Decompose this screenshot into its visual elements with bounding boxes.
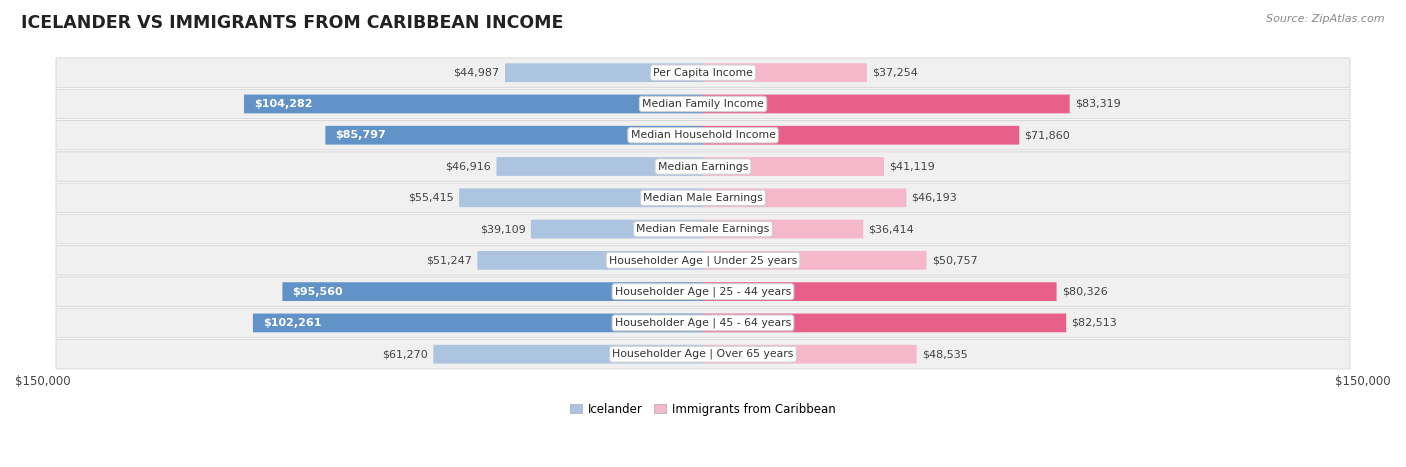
FancyBboxPatch shape — [56, 246, 1350, 275]
Legend: Icelander, Immigrants from Caribbean: Icelander, Immigrants from Caribbean — [565, 398, 841, 420]
Text: Source: ZipAtlas.com: Source: ZipAtlas.com — [1267, 14, 1385, 24]
FancyBboxPatch shape — [253, 313, 703, 333]
FancyBboxPatch shape — [56, 120, 1350, 150]
Text: $39,109: $39,109 — [479, 224, 526, 234]
Text: $55,415: $55,415 — [408, 193, 454, 203]
FancyBboxPatch shape — [433, 345, 703, 364]
FancyBboxPatch shape — [245, 94, 703, 113]
FancyBboxPatch shape — [283, 282, 703, 301]
FancyBboxPatch shape — [56, 89, 1350, 119]
Text: $46,193: $46,193 — [911, 193, 957, 203]
Text: $104,282: $104,282 — [254, 99, 312, 109]
FancyBboxPatch shape — [703, 313, 1066, 333]
Text: $37,254: $37,254 — [872, 68, 918, 78]
FancyBboxPatch shape — [703, 345, 917, 364]
Text: $80,326: $80,326 — [1062, 287, 1108, 297]
FancyBboxPatch shape — [703, 126, 1019, 145]
Text: Median Male Earnings: Median Male Earnings — [643, 193, 763, 203]
Text: Median Female Earnings: Median Female Earnings — [637, 224, 769, 234]
FancyBboxPatch shape — [703, 282, 1056, 301]
FancyBboxPatch shape — [531, 219, 703, 239]
FancyBboxPatch shape — [460, 188, 703, 207]
FancyBboxPatch shape — [703, 157, 884, 176]
FancyBboxPatch shape — [703, 251, 927, 270]
FancyBboxPatch shape — [703, 188, 907, 207]
FancyBboxPatch shape — [703, 64, 868, 82]
Text: $48,535: $48,535 — [922, 349, 967, 359]
Text: $61,270: $61,270 — [382, 349, 427, 359]
FancyBboxPatch shape — [56, 214, 1350, 244]
Text: $50,757: $50,757 — [932, 255, 977, 265]
Text: Householder Age | 45 - 64 years: Householder Age | 45 - 64 years — [614, 318, 792, 328]
Text: $71,860: $71,860 — [1025, 130, 1070, 140]
Text: $82,513: $82,513 — [1071, 318, 1118, 328]
Text: $41,119: $41,119 — [889, 162, 935, 171]
Text: Householder Age | Under 25 years: Householder Age | Under 25 years — [609, 255, 797, 266]
FancyBboxPatch shape — [56, 152, 1350, 181]
Text: Householder Age | Over 65 years: Householder Age | Over 65 years — [612, 349, 794, 360]
Text: $44,987: $44,987 — [454, 68, 499, 78]
FancyBboxPatch shape — [325, 126, 703, 145]
FancyBboxPatch shape — [56, 183, 1350, 212]
FancyBboxPatch shape — [56, 277, 1350, 306]
FancyBboxPatch shape — [56, 308, 1350, 338]
Text: $46,916: $46,916 — [446, 162, 491, 171]
FancyBboxPatch shape — [56, 340, 1350, 369]
Text: $36,414: $36,414 — [869, 224, 914, 234]
FancyBboxPatch shape — [703, 219, 863, 239]
Text: ICELANDER VS IMMIGRANTS FROM CARIBBEAN INCOME: ICELANDER VS IMMIGRANTS FROM CARIBBEAN I… — [21, 14, 564, 32]
FancyBboxPatch shape — [703, 94, 1070, 113]
Text: Median Household Income: Median Household Income — [630, 130, 776, 140]
FancyBboxPatch shape — [496, 157, 703, 176]
Text: $85,797: $85,797 — [335, 130, 387, 140]
Text: $95,560: $95,560 — [292, 287, 343, 297]
Text: $102,261: $102,261 — [263, 318, 322, 328]
Text: Per Capita Income: Per Capita Income — [652, 68, 754, 78]
FancyBboxPatch shape — [505, 64, 703, 82]
Text: Householder Age | 25 - 44 years: Householder Age | 25 - 44 years — [614, 286, 792, 297]
Text: $83,319: $83,319 — [1076, 99, 1121, 109]
Text: Median Family Income: Median Family Income — [643, 99, 763, 109]
FancyBboxPatch shape — [478, 251, 703, 270]
Text: $51,247: $51,247 — [426, 255, 472, 265]
Text: Median Earnings: Median Earnings — [658, 162, 748, 171]
FancyBboxPatch shape — [56, 58, 1350, 87]
